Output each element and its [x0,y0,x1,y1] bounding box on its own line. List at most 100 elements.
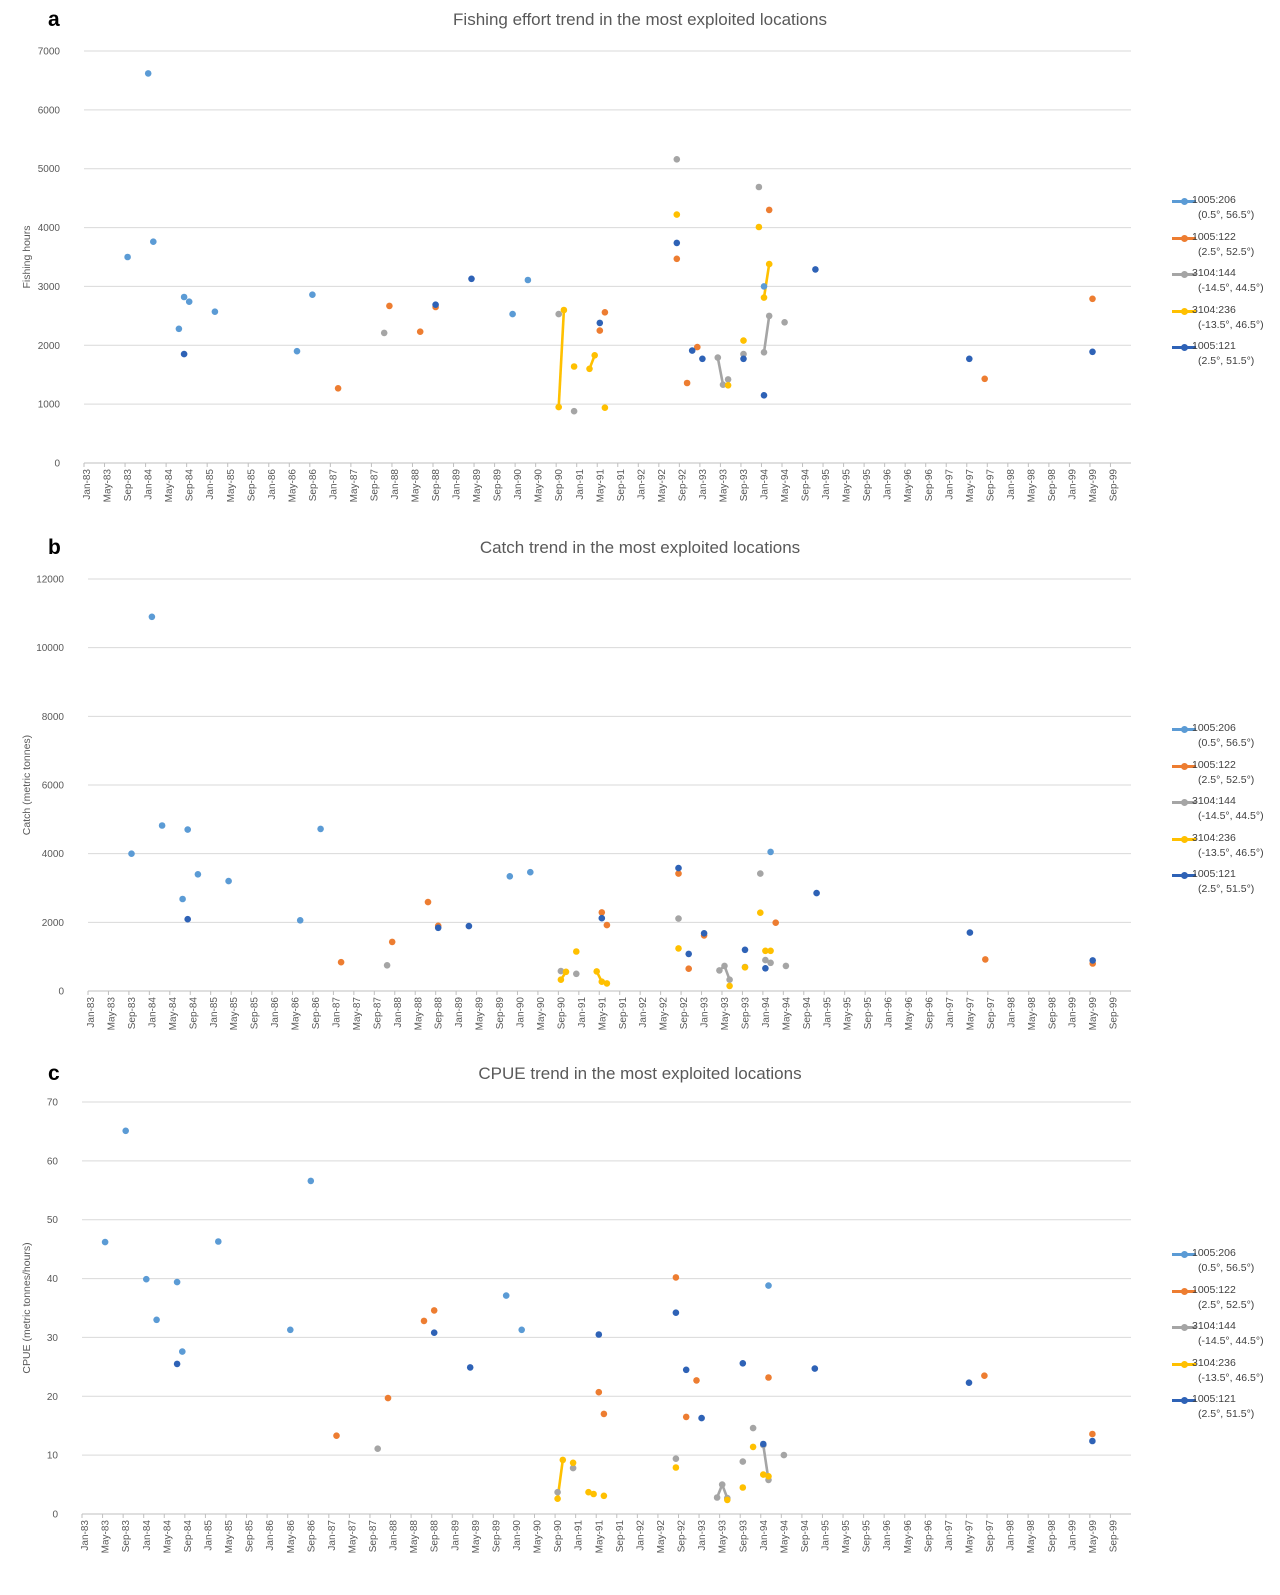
data-point [179,1348,186,1355]
data-point [724,382,732,389]
x-tick-label: Jan-95 [821,469,832,500]
data-point [726,976,733,983]
data-point [673,211,681,218]
data-point [194,871,202,878]
legend-item: 1005:121 (2.5°, 51.5°) [1172,1393,1280,1429]
x-tick-label: Jan-92 [638,997,649,1028]
x-tick-label: Jan-95 [821,1520,832,1551]
data-point [337,958,345,966]
data-point [685,965,692,972]
chart-panel-a: a Fishing effort trend in the most explo… [0,8,1280,528]
x-tick-label: May-86 [286,1520,297,1554]
x-tick-label: Jan-94 [760,469,771,500]
legend-series-coord: (-14.5°, 44.5°) [1198,282,1264,294]
data-point [724,376,732,383]
data-point [386,302,393,310]
data-point [760,1440,767,1448]
x-tick-label: Sep-84 [185,469,196,502]
legend-item: 3104:144 (-14.5°, 44.5°) [1172,795,1280,831]
legend-series-coord: (2.5°, 51.5°) [1198,1408,1255,1420]
legend-series-coord: (0.5°, 56.5°) [1198,209,1255,221]
y-tick-label: 30 [47,1333,59,1344]
legend-item: 1005:122 (2.5°, 52.5°) [1172,1284,1280,1320]
chart-title: CPUE trend in the most exploited locatio… [478,1064,802,1083]
legend-marker [1181,835,1188,843]
x-tick-label: Sep-98 [1047,469,1058,502]
data-point [601,309,609,316]
data-point [741,964,749,971]
y-tick-label: 8000 [42,712,65,723]
legend-series-name: 1005:206 [1192,1247,1236,1259]
data-point [740,337,747,344]
x-tick-label: May-94 [780,469,791,503]
x-tick-label: Sep-95 [863,997,874,1030]
x-tick-label: Jan-87 [328,469,339,500]
data-point [765,260,773,268]
x-tick-label: Jan-93 [697,1520,708,1551]
legend-series-coord: (2.5°, 51.5°) [1198,883,1255,895]
x-tick-label: Jan-98 [1006,469,1017,500]
y-axis-title: Catch (metric tonnes) [21,735,33,835]
data-point [781,319,788,326]
data-point [569,1464,577,1472]
x-tick-label: Sep-87 [369,469,380,502]
x-tick-label: May-93 [718,469,729,503]
x-tick-label: Jan-89 [454,997,465,1028]
x-tick-label: May-88 [409,1520,420,1554]
data-point [981,375,988,383]
y-tick-label: 5000 [38,164,61,175]
x-tick-label: May-98 [1026,1520,1037,1554]
data-point [718,1481,726,1488]
data-point [374,1445,382,1452]
data-point [185,298,193,306]
x-tick-label: Jan-83 [80,1520,91,1551]
data-point [570,363,578,370]
data-point [767,848,774,856]
legend-item: 1005:121 (2.5°, 51.5°) [1172,868,1280,904]
x-tick-label: Sep-90 [556,997,567,1030]
data-point [675,915,682,922]
x-tick-label: Jan-93 [700,997,711,1028]
data-point [760,294,768,301]
legend-item: 1005:206 (0.5°, 56.5°) [1172,1247,1280,1283]
data-point [562,968,570,976]
y-tick-label: 40 [47,1274,59,1285]
legend-marker [1181,872,1188,879]
legend-series-coord: (-14.5°, 44.5°) [1198,810,1264,822]
x-tick-label: Jan-83 [86,997,97,1028]
x-tick-label: Sep-87 [368,1520,379,1553]
legend-series-name: 1005:122 [1192,1283,1236,1296]
plot-area: 0 2000 4000 6000 8000 10000 12000 Jan-83 May-83 S… [21,575,1131,1031]
x-tick-label: May-84 [164,469,175,503]
data-point [724,1496,731,1504]
x-tick-label: Sep-89 [493,469,504,502]
x-tick-label: May-92 [656,1520,667,1554]
data-point [586,365,593,373]
data-point [699,355,706,363]
data-point [527,868,534,876]
x-tick-label: Jan-97 [944,1520,955,1551]
x-tick-label: Jan-87 [331,997,342,1028]
legend-item: 1005:122 (2.5°, 52.5°) [1172,231,1280,267]
data-point [554,1488,561,1496]
y-tick-label: 0 [54,459,60,470]
legend-series-coord: (-13.5°, 46.5°) [1198,318,1264,331]
legend-item: 3104:144 (-14.5°, 44.5°) [1172,1320,1280,1356]
x-tick-label: May-97 [965,1520,976,1554]
y-tick-label: 60 [47,1156,59,1167]
legend-marker [1181,198,1188,205]
x-tick-label: Jan-97 [945,997,956,1028]
data-point [175,325,183,333]
data-point [317,825,324,833]
x-tick-label: May-95 [843,997,854,1031]
legend-series-coord: (2.5°, 52.5°) [1198,773,1255,786]
data-point [179,895,186,903]
data-point [682,1413,690,1421]
x-tick-label: May-98 [1027,997,1038,1031]
x-tick-label: May-99 [1088,469,1099,503]
y-tick-label: 10000 [36,643,64,654]
x-tick-label: May-85 [229,997,240,1031]
data-point [557,967,565,975]
data-point [287,1326,294,1334]
x-tick-label: Jan-85 [203,1520,214,1551]
